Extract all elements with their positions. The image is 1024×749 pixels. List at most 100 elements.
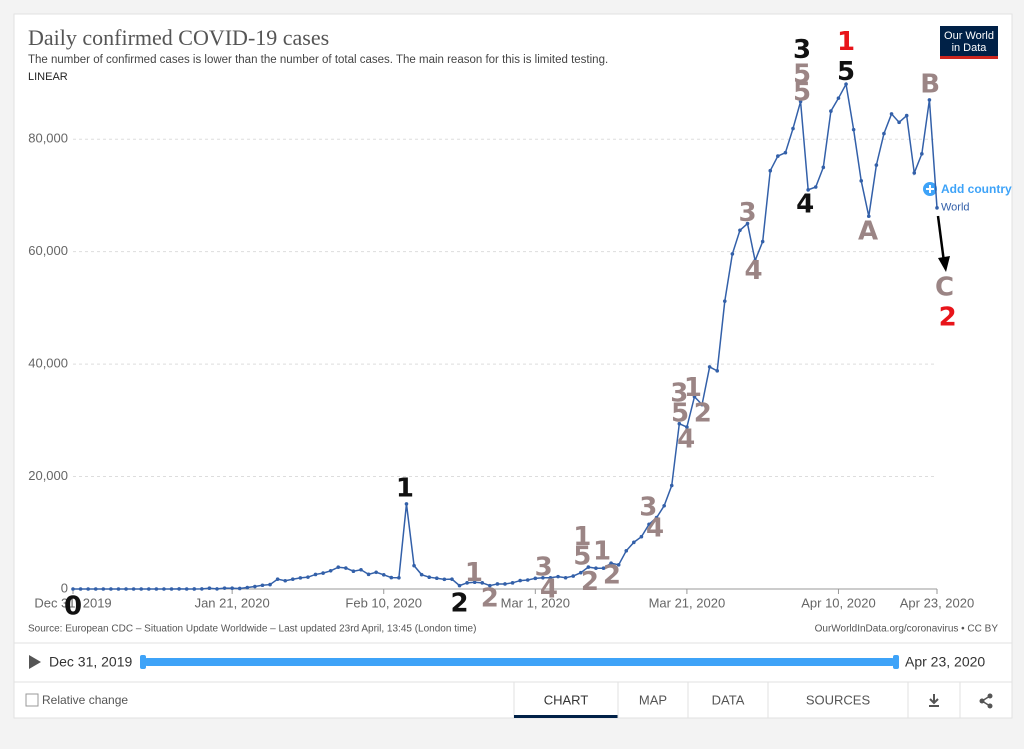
annotation: 4 bbox=[646, 513, 664, 543]
point bbox=[366, 572, 371, 577]
credit: OurWorldInData.org/coronavirus • CC BY bbox=[815, 624, 999, 635]
point bbox=[707, 365, 712, 369]
point bbox=[412, 563, 416, 568]
annotation: 1 bbox=[396, 473, 414, 503]
point bbox=[677, 421, 682, 426]
annotation: 5 bbox=[837, 57, 855, 87]
logo-text: Our World bbox=[944, 30, 994, 42]
point bbox=[351, 569, 356, 574]
annotation: 2 bbox=[481, 584, 499, 614]
point bbox=[616, 563, 621, 567]
x-tick-label: Apr 23, 2020 bbox=[900, 595, 974, 610]
x-tick-label: Mar 1, 2020 bbox=[501, 595, 570, 610]
point bbox=[215, 587, 219, 591]
tab[interactable]: MAP bbox=[639, 692, 667, 707]
share-icon[interactable] bbox=[979, 693, 993, 709]
point bbox=[836, 96, 841, 100]
point bbox=[93, 587, 98, 591]
tabs: CHART MAP DATA SOURCES bbox=[513, 682, 871, 718]
annotation: 4 bbox=[540, 575, 558, 605]
point bbox=[783, 150, 788, 155]
point bbox=[442, 577, 447, 582]
annotation: 5 bbox=[573, 541, 591, 571]
point bbox=[154, 587, 159, 591]
point bbox=[192, 587, 197, 591]
annotation: C bbox=[935, 273, 954, 303]
x-tick-label: Dec 31, 2019 bbox=[34, 595, 111, 610]
point bbox=[419, 572, 424, 577]
timeline-bar[interactable] bbox=[143, 658, 896, 666]
point bbox=[184, 587, 189, 591]
annotation: 4 bbox=[745, 256, 763, 286]
annotation: 5 bbox=[671, 399, 689, 429]
point bbox=[116, 587, 121, 591]
point bbox=[101, 587, 106, 591]
point bbox=[222, 586, 227, 590]
point bbox=[162, 587, 166, 591]
point bbox=[866, 214, 871, 219]
point bbox=[78, 587, 83, 591]
point bbox=[722, 299, 727, 303]
point bbox=[889, 112, 894, 116]
tab[interactable]: DATA bbox=[712, 692, 745, 707]
x-tick-label: Mar 21, 2020 bbox=[649, 595, 726, 610]
annotation: 2 bbox=[581, 567, 599, 597]
point bbox=[268, 582, 272, 587]
point bbox=[207, 586, 212, 591]
point bbox=[503, 582, 507, 586]
point bbox=[510, 581, 515, 585]
download-icon[interactable] bbox=[929, 694, 939, 707]
point bbox=[389, 575, 394, 580]
point bbox=[578, 570, 583, 575]
y-tick-label: 40,000 bbox=[28, 356, 68, 371]
annotation: 5 bbox=[793, 78, 811, 108]
logo-bar bbox=[940, 56, 998, 59]
point bbox=[768, 168, 773, 173]
annotation: B bbox=[920, 70, 940, 100]
point bbox=[328, 569, 333, 573]
point bbox=[874, 163, 879, 167]
point bbox=[465, 581, 469, 585]
checkbox[interactable] bbox=[25, 693, 39, 707]
point bbox=[381, 573, 386, 577]
point bbox=[525, 578, 530, 582]
point bbox=[457, 583, 462, 588]
tab[interactable]: CHART bbox=[544, 692, 589, 707]
y-tick-label: 80,000 bbox=[28, 131, 68, 146]
checkbox-label: Relative change bbox=[42, 693, 128, 707]
point bbox=[844, 82, 848, 86]
timeline-handle[interactable] bbox=[140, 655, 146, 669]
point bbox=[829, 109, 833, 113]
point bbox=[692, 394, 697, 399]
point bbox=[647, 522, 651, 527]
point bbox=[109, 587, 113, 591]
x-tick-label: Jan 21, 2020 bbox=[195, 595, 270, 610]
point bbox=[290, 577, 295, 582]
play-button[interactable] bbox=[29, 655, 41, 669]
point bbox=[177, 587, 181, 591]
point bbox=[169, 587, 174, 591]
scale-toggle[interactable]: LINEAR bbox=[28, 71, 68, 83]
annotation: 2 bbox=[450, 589, 468, 619]
point bbox=[404, 502, 409, 506]
point bbox=[798, 99, 803, 104]
point bbox=[124, 587, 128, 591]
point bbox=[882, 131, 886, 136]
point bbox=[700, 402, 704, 407]
point bbox=[738, 228, 742, 233]
point bbox=[434, 576, 439, 581]
add-country[interactable]: Add country bbox=[941, 182, 1012, 196]
annotation: 2 bbox=[694, 399, 712, 429]
annotation: 1 bbox=[684, 373, 702, 403]
point bbox=[859, 179, 864, 183]
timeline-handle[interactable] bbox=[893, 655, 899, 669]
point bbox=[427, 575, 432, 579]
card bbox=[13, 13, 1013, 719]
logo[interactable] bbox=[940, 26, 998, 58]
x-tick-label: Feb 10, 2020 bbox=[345, 595, 422, 610]
point bbox=[654, 515, 659, 520]
x-tick-label: Apr 10, 2020 bbox=[801, 595, 875, 610]
annotation: 1 bbox=[593, 536, 611, 566]
tab[interactable]: SOURCES bbox=[806, 692, 871, 707]
